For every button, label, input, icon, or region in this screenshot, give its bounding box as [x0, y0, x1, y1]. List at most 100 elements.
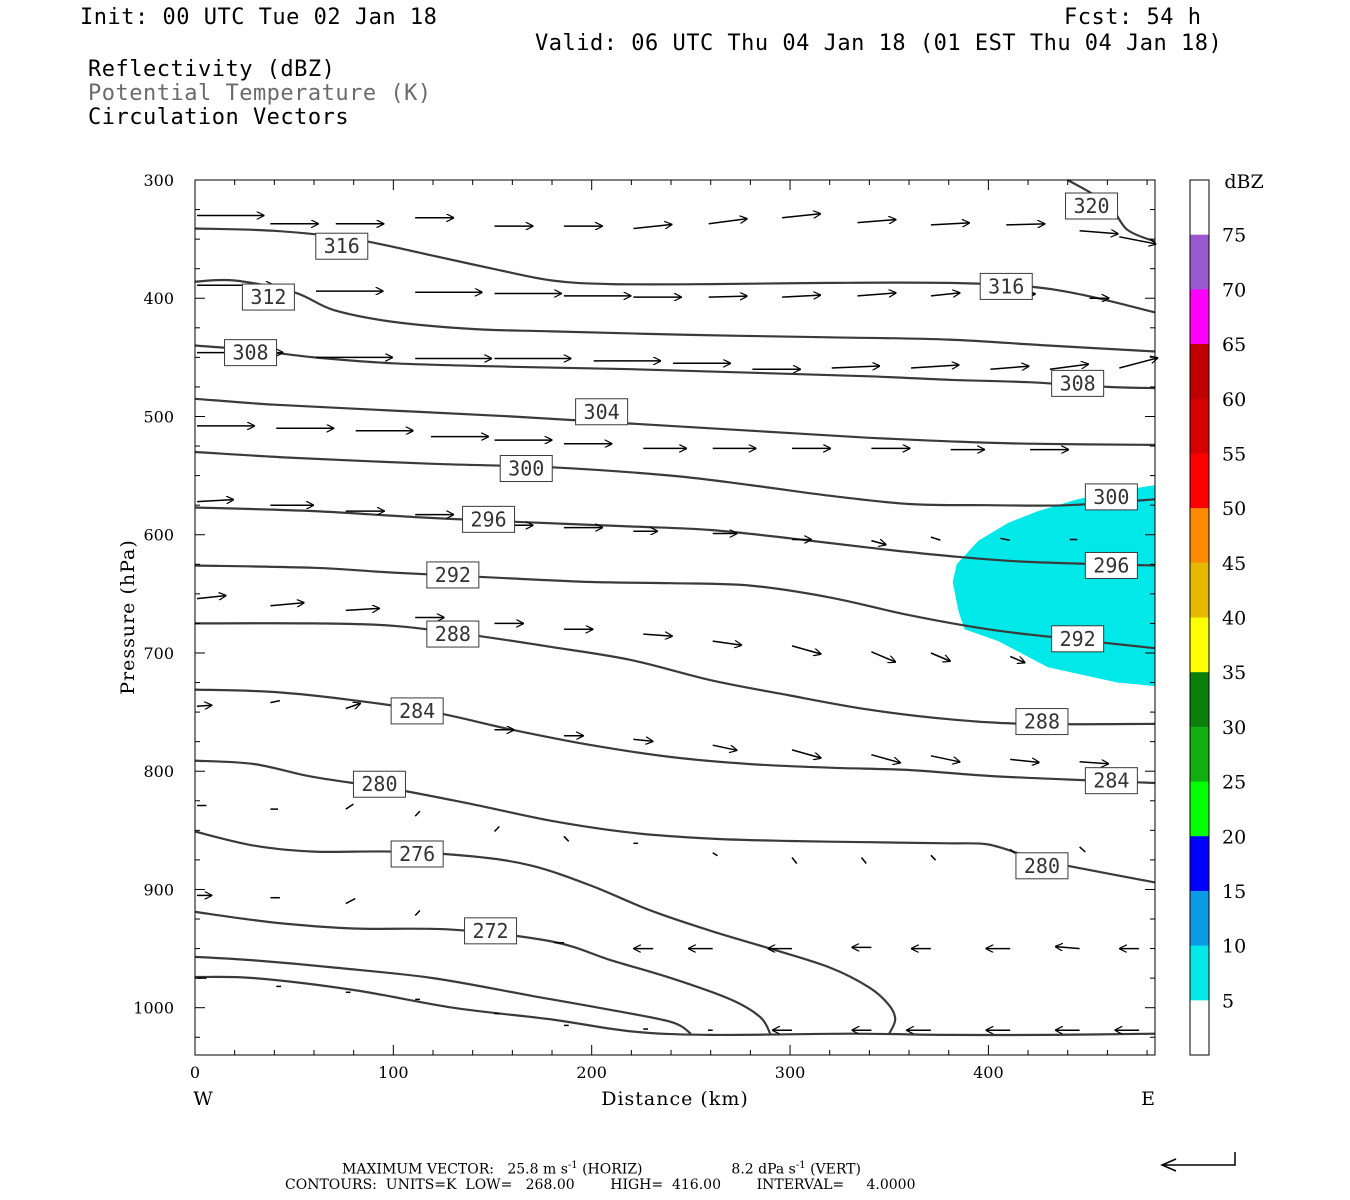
circulation-vector — [990, 366, 1028, 369]
circulation-vector — [708, 219, 747, 225]
isentrope-label-text: 280 — [361, 772, 397, 796]
circulation-vector — [270, 603, 303, 606]
colorbar-segment — [1190, 453, 1209, 509]
colorbar-segment — [1190, 562, 1209, 618]
isentrope-line — [194, 622, 1156, 726]
isentrope-label-box — [352, 770, 406, 798]
isentrope-label-text: 304 — [584, 400, 620, 424]
isentrope-label-box — [1051, 369, 1105, 397]
isentrope-label-text: 320 — [1073, 194, 1109, 218]
colorbar-label: 45 — [1222, 553, 1246, 575]
circulation-vector — [345, 803, 354, 810]
isentrope-label-box — [979, 272, 1033, 300]
circulation-vector — [930, 755, 960, 762]
colorbar-segment — [1190, 672, 1209, 728]
circulation-vector — [414, 909, 421, 917]
colorbar-title: dBZ — [1224, 171, 1263, 193]
isentrope-label-text: 276 — [399, 842, 435, 866]
vert-tag: (VERT) — [810, 1161, 861, 1178]
circulation-vector — [633, 739, 652, 741]
colorbar-label: 50 — [1222, 498, 1246, 520]
isentrope-label: 320 — [1065, 192, 1119, 220]
isentrope-label-box — [426, 561, 480, 589]
horiz-value: 25.8 m s — [507, 1161, 568, 1178]
vert-value: 8.2 dPa s — [731, 1161, 796, 1178]
forecast-hour: Fcst: 54 h — [1064, 5, 1202, 30]
isentrope-label: 296 — [1084, 551, 1138, 579]
isentrope-label-text: 316 — [324, 234, 360, 258]
circulation-vector — [930, 652, 950, 661]
circulation-vector — [643, 634, 672, 636]
circulation-vector — [1009, 848, 1016, 854]
circulation-vector — [1119, 236, 1155, 244]
colorbar-label: 25 — [1222, 772, 1246, 794]
isentrope-label-box — [1065, 192, 1119, 220]
isentrope-label-box — [1084, 551, 1138, 579]
isentrope-label-box — [426, 620, 480, 648]
valid-time: Valid: 06 UTC Thu 04 Jan 18 (01 EST Thu … — [535, 31, 1223, 56]
circulation-vector — [857, 220, 896, 223]
circulation-vector — [1049, 364, 1088, 370]
y-tick-label: 700 — [143, 644, 174, 663]
colorbar-segment — [1190, 726, 1209, 783]
axes-layer: 300 400 500 600 700 800 900 1000 0 100 200 300 400 — [133, 171, 1155, 1082]
y-axis-label: Pressure (hPa) — [117, 539, 139, 695]
colorbar-label: 65 — [1222, 334, 1246, 356]
isentrope-label-box — [241, 283, 295, 311]
isentrope-line — [194, 506, 1156, 567]
colorbar-label: 10 — [1222, 936, 1246, 958]
reference-vector — [1160, 1152, 1236, 1172]
isentrope-line — [194, 450, 1156, 507]
colorbar-segment — [1190, 344, 1209, 400]
horiz-tag: (HORIZ) — [582, 1161, 643, 1178]
isentrope-label-text: 312 — [250, 285, 286, 309]
circulation-vector — [930, 854, 937, 861]
isentrope-line — [194, 278, 1156, 353]
reflectivity-area — [952, 485, 1155, 687]
max-vector-line: MAXIMUM VECTOR: 25.8 m s-1 (HORIZ) 8.2 d… — [342, 1158, 861, 1178]
colorbar-label: 30 — [1222, 717, 1246, 739]
isentrope-label-text: 292 — [1060, 627, 1096, 651]
max-vector-label: MAXIMUM VECTOR: — [342, 1161, 494, 1178]
y-tick-label: 500 — [143, 407, 174, 426]
circulation-vector — [1079, 231, 1118, 234]
circulation-vector — [1000, 537, 1010, 542]
circulation-vector — [860, 857, 867, 864]
isentrope-label: 300 — [1084, 483, 1138, 511]
circulation-vector — [493, 825, 500, 833]
y-tick-label: 400 — [143, 289, 174, 308]
circulation-vector — [1009, 655, 1024, 663]
field-reflectivity: Reflectivity (dBZ) — [88, 57, 336, 82]
isentrope-label-box — [462, 505, 516, 533]
field-potential-temperature: Potential Temperature (K) — [88, 81, 432, 106]
isentrope-label-text: 284 — [1093, 769, 1129, 793]
isentrope-label: 280 — [352, 770, 406, 798]
isentrope-label-box — [1084, 483, 1138, 511]
isentrope-label-box — [1015, 708, 1069, 736]
isentrope-label-text: 308 — [232, 341, 268, 365]
isentrope-label: 292 — [426, 561, 480, 589]
circulation-vector — [345, 608, 379, 610]
isentrope-label-text: 288 — [435, 622, 471, 646]
isentrope-label-box — [390, 697, 444, 725]
contours-info: CONTOURS: UNITS=K LOW= 268.00 HIGH= 416.… — [285, 1177, 916, 1193]
reference-vector-arrow — [1164, 1152, 1236, 1166]
isentrope-label: 316 — [979, 272, 1033, 300]
x-tick-label: 200 — [576, 1063, 607, 1082]
y-tick-label: 300 — [143, 171, 174, 190]
colorbar-segment — [1190, 945, 1209, 1001]
isentrope-label: 288 — [1015, 708, 1069, 736]
isentrope-line — [194, 397, 1156, 446]
circulation-vector — [930, 223, 969, 225]
isentrope-label: 304 — [575, 398, 629, 426]
circulation-vector — [345, 897, 356, 905]
isentrope-label: 288 — [426, 620, 480, 648]
colorbar-label: 70 — [1222, 279, 1246, 301]
plot-frame — [194, 179, 1156, 1056]
isentrope-label: 272 — [464, 917, 518, 945]
isentrope-line — [194, 564, 1156, 650]
circulation-vector — [1079, 846, 1086, 853]
isentrope-label-box — [1015, 852, 1069, 880]
colorbar-segment — [1190, 617, 1209, 673]
circulation-vector — [708, 296, 747, 297]
